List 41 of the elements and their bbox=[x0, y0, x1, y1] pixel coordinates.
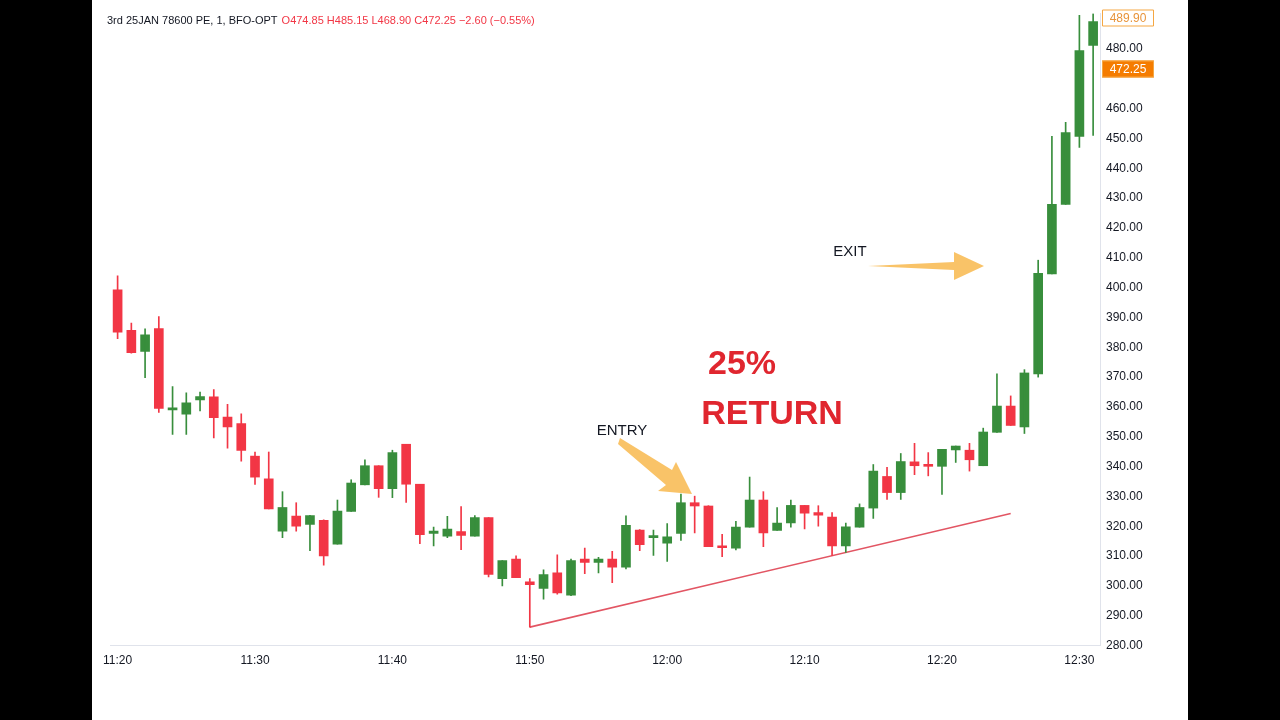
y-tick-label: 430.00 bbox=[1106, 190, 1144, 205]
y-tick-label: 290.00 bbox=[1106, 608, 1144, 623]
y-tick-label: 360.00 bbox=[1106, 399, 1144, 414]
y-tick-label: 440.00 bbox=[1106, 160, 1144, 175]
x-tick-label: 11:20 bbox=[103, 653, 133, 668]
candlestick bbox=[717, 534, 727, 558]
candlestick bbox=[662, 523, 673, 562]
chart-title: 3rd 25JAN 78600 PE, 1, BFO-OPT bbox=[107, 14, 278, 26]
y-tick-label: 280.00 bbox=[1106, 637, 1144, 652]
text: 489.90 bbox=[1109, 11, 1147, 26]
x-tick-label: 12:10 bbox=[789, 653, 820, 668]
candlestick bbox=[923, 452, 934, 477]
y-tick-label: 410.00 bbox=[1106, 250, 1144, 265]
candlestick bbox=[456, 506, 466, 550]
y-tick-label: 420.00 bbox=[1106, 220, 1144, 235]
y-tick-label: 310.00 bbox=[1106, 548, 1144, 563]
y-tick-label: 350.00 bbox=[1106, 429, 1144, 444]
y-tick-label: 370.00 bbox=[1106, 369, 1144, 384]
x-tick-label: 12:20 bbox=[926, 653, 958, 668]
y-tick-label: 460.00 bbox=[1106, 100, 1144, 115]
y-tick-label: 480.00 bbox=[1106, 41, 1144, 56]
chart-subtitle: O474.85 H485.15 L468.90 C472.25 −2.60 (−0.55%) bbox=[281, 14, 535, 26]
annotation: 25% bbox=[707, 343, 777, 382]
annotation: ENTRY bbox=[596, 421, 648, 439]
x-tick-label: 12:30 bbox=[1064, 653, 1095, 668]
x-tick-label: 11:30 bbox=[240, 653, 270, 668]
x-tick-label: 11:50 bbox=[515, 653, 545, 668]
y-tick-label: 400.00 bbox=[1106, 279, 1144, 294]
y-tick-label: 320.00 bbox=[1106, 518, 1144, 533]
y-tick-label: 340.00 bbox=[1106, 458, 1144, 473]
y-tick-label: 390.00 bbox=[1106, 309, 1144, 324]
candlestick bbox=[524, 578, 535, 628]
annotation: EXIT bbox=[833, 242, 867, 260]
y-tick-label: 330.00 bbox=[1106, 488, 1144, 503]
x-tick-label: 11:40 bbox=[377, 653, 408, 668]
y-tick-label: 450.00 bbox=[1106, 130, 1144, 145]
annotation: RETURN bbox=[701, 393, 843, 432]
y-tick-label: 380.00 bbox=[1106, 339, 1144, 354]
y-tick-label: 300.00 bbox=[1106, 578, 1144, 593]
x-tick-label: 12:00 bbox=[652, 653, 683, 668]
text: 472.25 bbox=[1109, 62, 1147, 77]
